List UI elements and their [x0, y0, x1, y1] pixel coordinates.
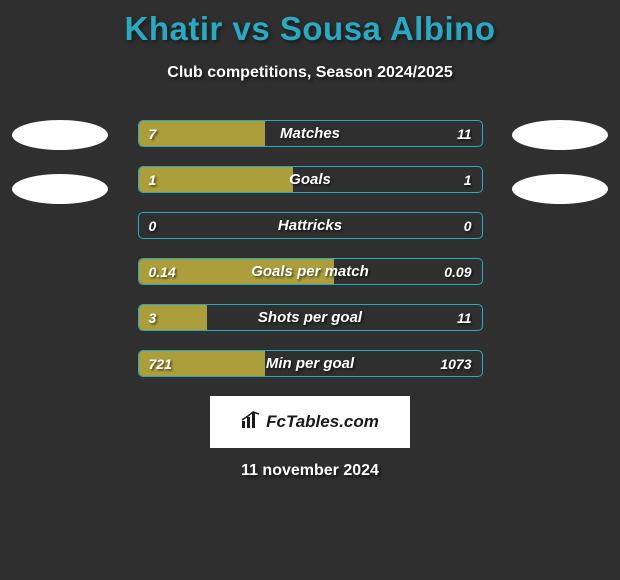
left-team-logo-column	[12, 120, 108, 204]
page-title: Khatir vs Sousa Albino	[0, 0, 620, 48]
brand-text: FcTables.com	[266, 412, 379, 432]
bar-right-value: 0	[454, 213, 482, 238]
bar-right-value: 1	[454, 167, 482, 192]
left-team-logo-1	[12, 120, 108, 150]
bar-label: Goals per match	[139, 259, 482, 284]
bar-label: Shots per goal	[139, 305, 482, 330]
bar-row-shots-per-goal: 3 Shots per goal 11	[138, 304, 483, 331]
bar-right-value: 0.09	[434, 259, 481, 284]
comparison-chart: 7 Matches 11 1 Goals 1 0 Hattricks 0 0.1…	[0, 120, 620, 377]
left-team-logo-2	[12, 174, 108, 204]
bar-row-goals: 1 Goals 1	[138, 166, 483, 193]
right-team-logo-1	[512, 120, 608, 150]
bar-label: Goals	[139, 167, 482, 192]
right-team-logo-column	[512, 120, 608, 204]
footer-date: 11 november 2024	[0, 462, 620, 480]
right-team-logo-2	[512, 174, 608, 204]
bar-row-hattricks: 0 Hattricks 0	[138, 212, 483, 239]
bar-label: Hattricks	[139, 213, 482, 238]
bar-right-value: 11	[447, 121, 482, 146]
bar-row-matches: 7 Matches 11	[138, 120, 483, 147]
bar-right-value: 1073	[430, 351, 481, 376]
bar-label: Matches	[139, 121, 482, 146]
bar-right-value: 11	[447, 305, 482, 330]
bar-row-min-per-goal: 721 Min per goal 1073	[138, 350, 483, 377]
brand-badge: FcTables.com	[210, 396, 410, 448]
page-subtitle: Club competitions, Season 2024/2025	[0, 64, 620, 82]
bar-row-goals-per-match: 0.14 Goals per match 0.09	[138, 258, 483, 285]
bar-chart-icon	[241, 411, 263, 434]
bars-container: 7 Matches 11 1 Goals 1 0 Hattricks 0 0.1…	[138, 120, 483, 377]
